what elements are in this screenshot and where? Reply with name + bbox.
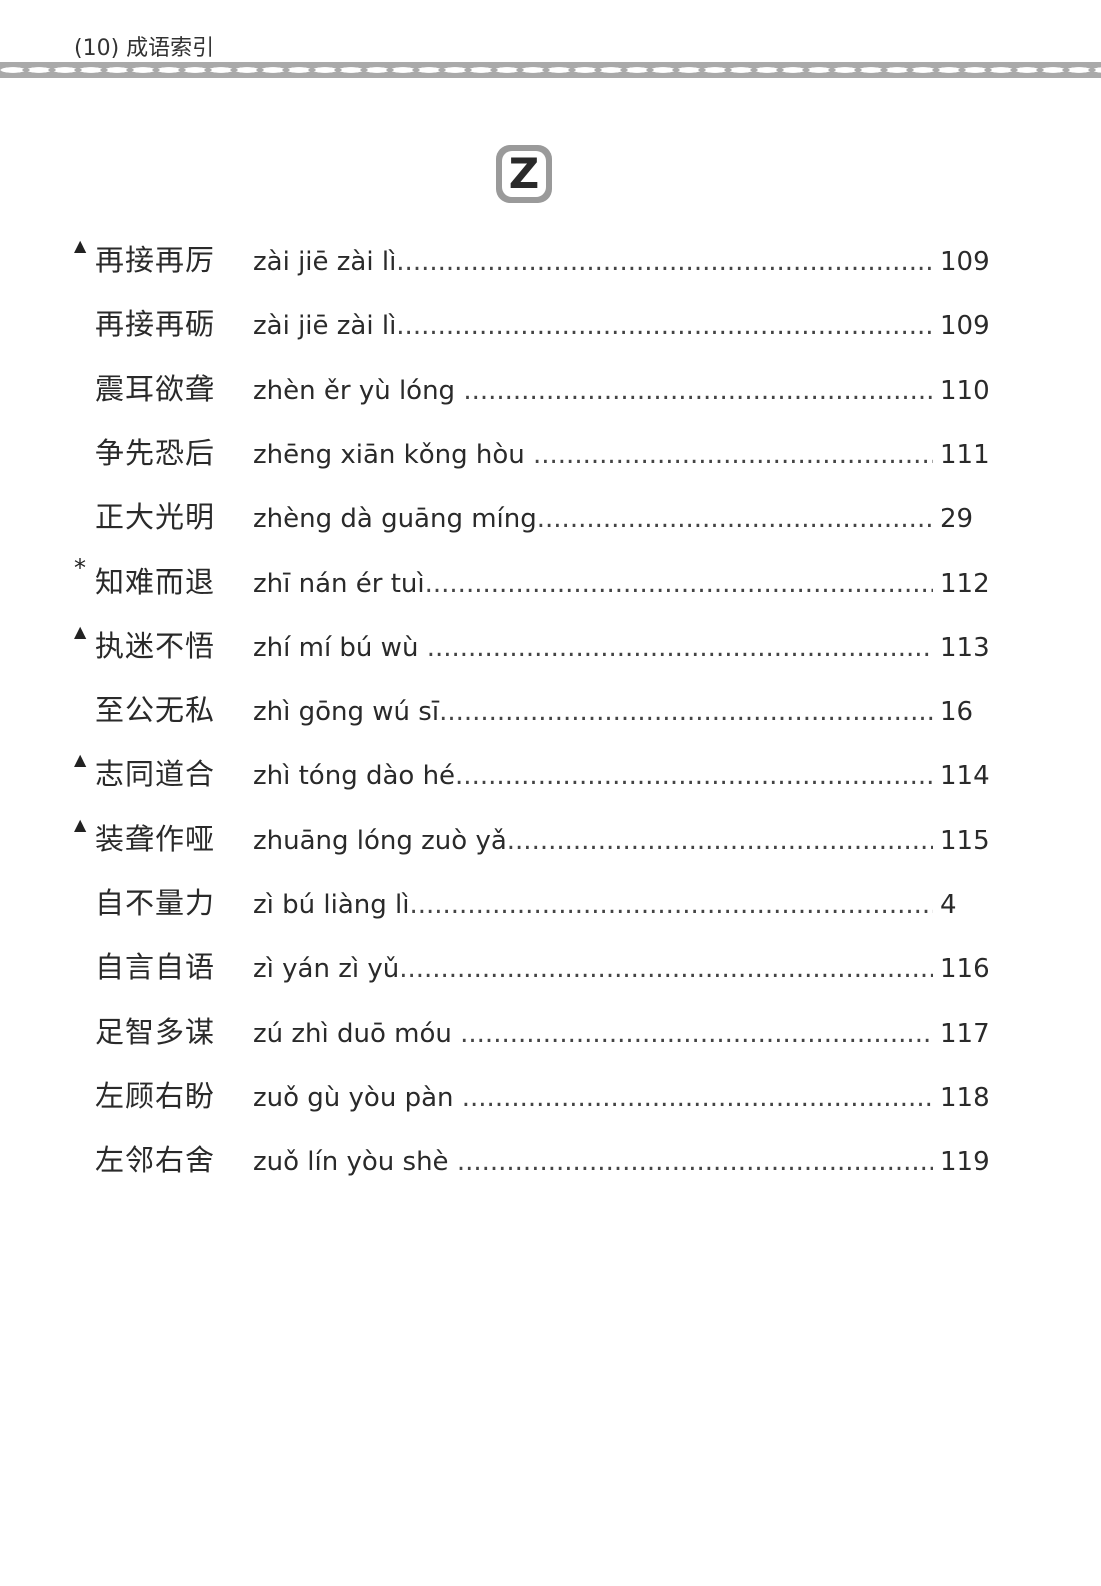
entry-idiom: 装聋作哑: [95, 821, 216, 856]
entry-idiom: 争先恐后: [95, 435, 216, 470]
dot-leader: ........................................…: [399, 954, 933, 985]
index-entry: 震耳欲聋 zhèn ěr yù lóng ....................…: [0, 369, 1101, 413]
entry-page-number: 116: [940, 954, 990, 985]
entry-line: zài jiē zài lì..........................…: [253, 242, 933, 282]
entry-idiom: 正大光明: [95, 500, 216, 535]
entry-idiom: 自不量力: [95, 886, 216, 920]
index-entry: 自不量力 zì bú liàng lì......................…: [0, 883, 1101, 927]
entry-marker: ▲: [74, 750, 87, 770]
index-entry: ▲ 装聋作哑 zhuāng lóng zuò yǎ.................…: [0, 815, 1101, 863]
entry-pinyin: zhèng dà guāng míng: [253, 504, 537, 535]
index-entry: ▲ 执迷不悟 zhí mí bú wù ......................…: [0, 622, 1101, 670]
entry-page-number: 16: [940, 697, 974, 728]
dot-leader: ........................................…: [460, 1018, 933, 1049]
decorative-border: [0, 62, 1101, 78]
entry-line: zài jiē zài lì..........................…: [253, 306, 933, 346]
entry-line: zhī nán ér tuì..........................…: [253, 564, 933, 604]
entry-idiom: 再接再厉: [95, 243, 216, 277]
entry-pinyin: zhì gōng wú sī: [253, 697, 440, 728]
index-entry: 自言自语 zì yán zì yǔ........................…: [0, 947, 1101, 991]
entry-pinyin: zhí mí bú wù: [253, 632, 427, 663]
entry-line: zhì gōng wú sī..........................…: [253, 692, 933, 732]
dot-leader: ........................................…: [424, 568, 933, 599]
entry-idiom: 自言自语: [95, 950, 216, 985]
entry-idiom: 左顾右盼: [95, 1078, 216, 1113]
dot-leader: ........................................…: [506, 825, 933, 856]
entry-page-number: 112: [940, 568, 990, 599]
dot-leader: ........................................…: [455, 761, 933, 792]
entry-idiom: 至公无私: [95, 693, 216, 728]
entry-marker: ▲: [74, 236, 87, 255]
entry-pinyin: zú zhì duō móu: [253, 1018, 461, 1049]
entry-page-number: 109: [940, 311, 990, 342]
dot-leader: ........................................…: [536, 504, 933, 535]
entry-line: zhì tóng dào hé.........................…: [253, 756, 933, 796]
entry-pinyin: zuǒ gù yòu pàn: [253, 1082, 462, 1113]
dot-leader: ........................................…: [396, 311, 933, 342]
dot-leader: ........................................…: [461, 1082, 933, 1113]
dot-leader: ........................................…: [456, 1147, 933, 1178]
entry-idiom: 志同道合: [95, 757, 216, 792]
entry-line: zhēng xiān kǒng hòu ....................…: [253, 435, 933, 475]
dot-leader: ........................................…: [409, 890, 933, 920]
index-entry: 至公无私 zhì gōng wú sī......................…: [0, 690, 1101, 734]
entry-idiom: 震耳欲聋: [95, 371, 216, 406]
index-entry: ▲ 志同道合 zhì tóng dào hé....................…: [0, 750, 1101, 798]
entry-line: zú zhì duō móu .........................…: [253, 1014, 933, 1054]
entry-page-number: 117: [940, 1018, 990, 1049]
index-entry: ▲ 再接再厉 zài jiē zài lì.....................…: [0, 236, 1101, 284]
entry-page-number: 109: [940, 247, 990, 277]
entry-page-number: 118: [940, 1082, 990, 1113]
section-letter-badge: Z: [496, 145, 552, 203]
index-entry: 再接再砺 zài jiē zài lì......................…: [0, 304, 1101, 348]
entry-line: zì bú liàng lì..........................…: [253, 885, 933, 925]
dot-leader: ........................................…: [426, 632, 933, 663]
dot-leader: ........................................…: [533, 439, 933, 470]
entry-pinyin: zì bú liàng lì: [253, 890, 410, 920]
index-entry: 正大光明 zhèng dà guāng míng.................…: [0, 497, 1101, 541]
entry-marker: *: [74, 553, 86, 582]
entry-page-number: 115: [940, 825, 990, 856]
dot-leader: ........................................…: [396, 247, 933, 277]
page-header-title: (10) 成语索引: [74, 36, 215, 61]
entry-line: zhèn ěr yù lóng ........................…: [253, 371, 933, 411]
entry-line: zì yán zì yǔ............................…: [253, 949, 933, 989]
dot-leader: ........................................…: [439, 697, 933, 728]
entry-page-number: 110: [940, 375, 990, 406]
entry-idiom: 足智多谋: [95, 1014, 216, 1049]
entry-page-number: 113: [940, 632, 990, 663]
entry-idiom: 左邻右舍: [95, 1143, 216, 1178]
index-entry: 左邻右舍 zuǒ lín yòu shè ....................…: [0, 1140, 1101, 1184]
entry-pinyin: zhèn ěr yù lóng: [253, 375, 464, 406]
entry-pinyin: zài jiē zài lì: [253, 311, 397, 342]
index-entry: 左顾右盼 zuǒ gù yòu pàn .....................…: [0, 1076, 1101, 1120]
entry-pinyin: zhī nán ér tuì: [253, 568, 425, 599]
entry-page-number: 114: [940, 761, 990, 792]
index-entry: 争先恐后 zhēng xiān kǒng hòu ................…: [0, 433, 1101, 477]
entry-pinyin: zhì tóng dào hé: [253, 761, 456, 792]
entry-pinyin: zì yán zì yǔ: [253, 954, 400, 985]
entry-page-number: 4: [940, 890, 957, 920]
entry-line: zuǒ gù yòu pàn .........................…: [253, 1078, 933, 1118]
entry-pinyin: zài jiē zài lì: [253, 247, 397, 277]
index-entry: 足智多谋 zú zhì duō móu .....................…: [0, 1012, 1101, 1056]
entry-page-number: 111: [940, 439, 990, 470]
entry-page-number: 119: [940, 1147, 990, 1178]
entry-line: zhuāng lóng zuò yǎ......................…: [253, 821, 933, 861]
entry-pinyin: zhēng xiān kǒng hòu: [253, 439, 533, 470]
entry-line: zhèng dà guāng míng.....................…: [253, 499, 933, 539]
entry-pinyin: zhuāng lóng zuò yǎ: [253, 825, 507, 856]
dot-leader: ........................................…: [463, 375, 933, 406]
entry-marker: ▲: [74, 621, 87, 641]
entry-line: zhí mí bú wù ...........................…: [253, 628, 933, 668]
section-letter: Z: [508, 149, 540, 198]
entry-idiom: 再接再砺: [95, 307, 216, 342]
entry-idiom: 执迷不悟: [95, 628, 216, 663]
index-entry: * 知难而退 zhī nán ér tuì.....................…: [0, 556, 1101, 606]
entry-marker: ▲: [74, 814, 87, 834]
entry-line: zuǒ lín yòu shè ........................…: [253, 1142, 933, 1182]
entry-idiom: 知难而退: [95, 564, 216, 599]
entry-pinyin: zuǒ lín yòu shè: [253, 1147, 457, 1178]
entry-page-number: 29: [940, 504, 974, 535]
